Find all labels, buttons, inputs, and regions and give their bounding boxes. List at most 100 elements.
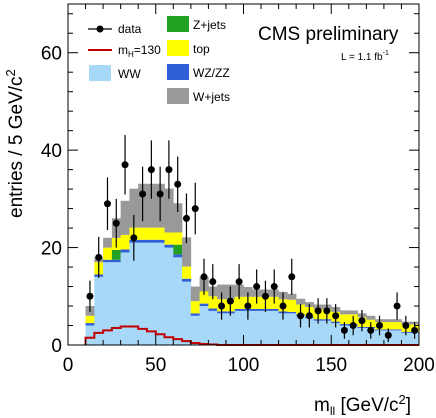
bar-wz-zz xyxy=(190,313,200,316)
data-point xyxy=(174,156,182,213)
bar-w-jets xyxy=(287,293,297,300)
luminosity-superscript: -1 xyxy=(383,50,389,57)
bar-w-jets xyxy=(392,319,402,323)
legend-wzzz-box xyxy=(167,64,189,80)
data-marker xyxy=(261,292,269,300)
data-point xyxy=(95,236,103,278)
data-point xyxy=(139,166,147,222)
data-point xyxy=(103,177,111,231)
bar-wz-zz xyxy=(208,308,218,311)
data-point xyxy=(121,135,129,195)
bar-wz-zz xyxy=(85,323,95,326)
legend-top-box xyxy=(167,40,189,56)
x-axis-title-sub: ll xyxy=(330,404,335,418)
data-point xyxy=(209,264,217,300)
data-marker xyxy=(253,283,261,291)
data-point xyxy=(305,304,313,328)
bar-top xyxy=(173,232,183,245)
bar-ww xyxy=(331,323,341,345)
data-marker xyxy=(340,326,348,334)
bar-wz-zz xyxy=(111,259,121,263)
bar-ww xyxy=(234,310,244,345)
data-point xyxy=(340,322,348,339)
bar-ww xyxy=(322,320,332,345)
data-marker xyxy=(314,307,322,315)
bar-ww xyxy=(392,330,402,345)
bar-top xyxy=(340,314,350,325)
legend-wjets-label: W+jets xyxy=(193,90,230,104)
bar-w-jets xyxy=(383,319,393,323)
data-marker xyxy=(165,166,173,174)
bar-ww xyxy=(225,313,236,345)
data-marker xyxy=(174,180,182,188)
bar-ww xyxy=(138,242,148,345)
data-marker xyxy=(103,200,111,208)
x-tick-label: 0 xyxy=(63,355,74,376)
bar-ww xyxy=(401,332,411,345)
bar-ww xyxy=(287,313,297,345)
data-marker xyxy=(305,312,313,320)
bar-ww xyxy=(313,320,323,345)
bar-w-jets xyxy=(146,183,157,228)
bar-wz-zz xyxy=(269,308,279,311)
data-marker xyxy=(244,302,252,310)
bar-wz-zz xyxy=(138,239,148,243)
x-axis-title-unit-close: ] xyxy=(406,395,411,416)
y-tick-label: 0 xyxy=(51,336,62,357)
legend-signal-label-base: m xyxy=(118,43,128,57)
bar-w-jets xyxy=(296,298,306,305)
bar-ww xyxy=(252,310,262,345)
bar-wz-zz xyxy=(164,244,174,248)
bar-wz-zz xyxy=(103,259,113,263)
y-tick-label: 60 xyxy=(41,44,62,65)
legend-top-label: top xyxy=(193,42,210,56)
bar-wz-zz xyxy=(146,239,157,243)
data-marker xyxy=(358,317,366,325)
bar-w-jets xyxy=(182,237,192,267)
data-point xyxy=(191,182,199,235)
bar-top xyxy=(287,299,297,312)
bar-w-jets xyxy=(164,188,174,233)
y-tick-label: 20 xyxy=(41,239,62,260)
data-point xyxy=(86,280,94,312)
data-point xyxy=(156,166,164,222)
legend-zjets-box xyxy=(167,16,189,32)
x-tick-label: 200 xyxy=(403,355,435,376)
legend-zjets-label: Z+jets xyxy=(193,18,226,32)
data-marker xyxy=(156,190,164,198)
axes: 0 50 100 150 200 0 20 40 60 xyxy=(41,3,435,376)
data-point xyxy=(349,315,357,336)
x-axis-title-unit-sup: 2 xyxy=(399,392,406,407)
luminosity-label: L = 1.1 fb-1 xyxy=(341,50,389,63)
data-point xyxy=(288,258,296,295)
data-marker xyxy=(270,283,278,291)
data-marker xyxy=(402,322,410,330)
bar-w-jets xyxy=(173,203,183,233)
bar-ww xyxy=(120,252,130,345)
bar-top xyxy=(138,227,148,240)
y-axis-title-sup: 2 xyxy=(3,69,18,76)
bar-wz-zz xyxy=(182,278,192,282)
y-tick-label: 40 xyxy=(41,141,62,162)
data-point xyxy=(235,264,243,300)
data-point xyxy=(297,304,305,328)
data-marker xyxy=(411,326,419,334)
plot-header: CMS preliminary xyxy=(258,24,399,45)
data-marker xyxy=(297,312,305,320)
bar-ww xyxy=(375,330,385,345)
data-point xyxy=(226,286,234,316)
data-marker xyxy=(95,253,103,261)
data-marker xyxy=(384,331,392,339)
data-marker xyxy=(288,273,296,281)
data-marker xyxy=(323,307,331,315)
bar-top xyxy=(190,301,200,314)
bar-ww xyxy=(243,310,253,345)
data-point xyxy=(261,280,269,312)
data-marker xyxy=(139,190,147,198)
bar-ww xyxy=(103,262,113,345)
bar-top xyxy=(182,266,192,279)
data-marker xyxy=(218,302,226,310)
x-tick-label: 100 xyxy=(228,355,260,376)
x-tick-label: 150 xyxy=(315,355,347,376)
